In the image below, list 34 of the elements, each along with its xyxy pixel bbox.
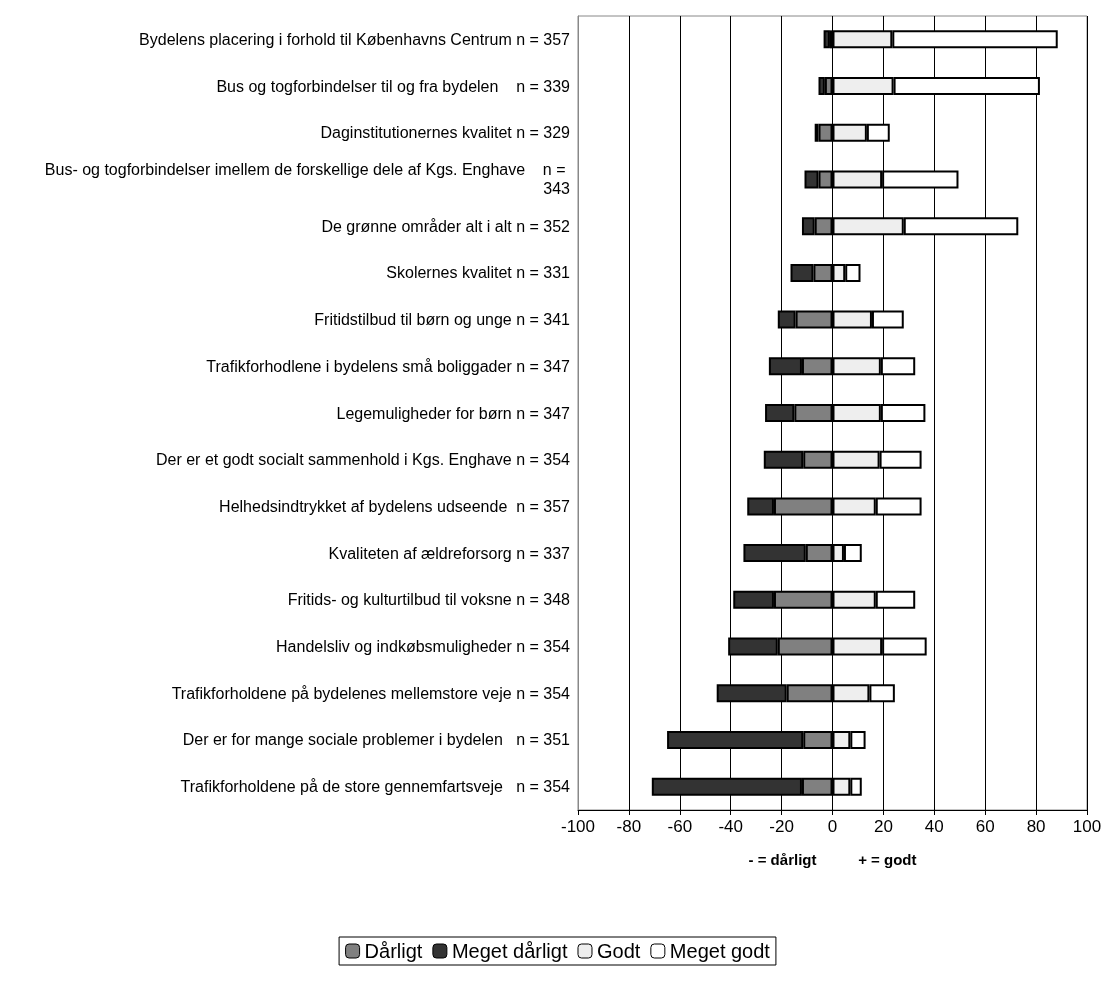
y-tick-label: De grønne områder alt i alt n = 352 (321, 217, 571, 235)
legend-label: Meget dårligt (451, 940, 568, 962)
bar (823, 30, 830, 49)
y-tick-label: Der er for mange sociale problemer i bydelen n = 351 (182, 731, 571, 749)
y-tick-label: Fritids- og kulturtilbud til voksne n = 348 (287, 591, 571, 609)
y-tick-label: Trafikforhodlene i bydelens små boliggader n = 347 (206, 357, 571, 375)
y-tick-label: Helhedsindtrykket af bydelens udseende n = 357 (219, 497, 571, 515)
x-tick-label: 40 (924, 817, 944, 836)
x-tick-label: -80 (616, 817, 642, 836)
x-tick-label: 0 (827, 817, 838, 836)
x-tick-label: 60 (975, 817, 995, 836)
x-axis-title: - = dårligt + = godt (748, 851, 917, 868)
y-tick-label: Der er et godt socialt sammenhold i Kgs. Enghave n = 354 (155, 451, 571, 469)
x-tick-label: -40 (718, 817, 743, 836)
x-tick-label: -100 (560, 817, 596, 836)
y-tick-label: Daginstitutionernes kvalitet n = 329 (320, 124, 571, 142)
y-tick-label: Skolernes kvalitet n = 331 (386, 264, 571, 282)
x-tick-label: -20 (769, 817, 794, 836)
x-tick-label: 80 (1026, 817, 1046, 836)
y-tick-label: Fritidstilbud til børn og unge n = 341 (314, 311, 571, 329)
y-tick-label: Kvaliteten af ældreforsorg n = 337 (328, 544, 571, 562)
x-tick-label: 20 (873, 817, 893, 836)
y-tick-label: Trafikforholdene på de store gennemfartsveje n = 354 (180, 778, 571, 796)
y-tick-label: Handelsliv og indkøbsmuligheder n = 354 (276, 638, 571, 656)
legend-label: Meget godt (669, 940, 771, 962)
y-tick-label: Trafikforholdene på bydelenes mellemstore veje n = 354 (171, 684, 571, 702)
x-tick-label: -60 (667, 817, 693, 836)
y-tick-label: Legemuligheder for børn n = 347 (336, 404, 571, 422)
x-tick-label: 100 (1072, 817, 1102, 836)
y-tick-label: Bus og togforbindelser til og fra bydelen n = 339 (216, 77, 571, 95)
y-tick-label: Bydelens placering i forhold til Københavns Centrum n = 357 (139, 30, 571, 48)
legend-label: Dårligt (364, 940, 423, 962)
legend-label: Godt (596, 940, 641, 962)
y-tick-label: Bus- og togforbindelser imellem de forskellige dele af Kgs. Enghave n = 343 (44, 161, 571, 198)
